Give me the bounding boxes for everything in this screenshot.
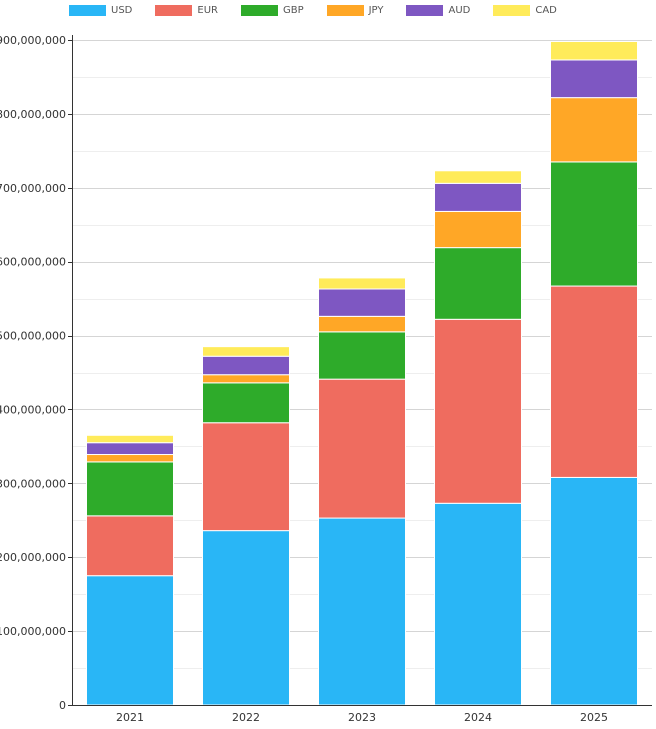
bar-segment-eur-2022[interactable] (202, 422, 290, 532)
bar-segment-jpy-2021[interactable] (86, 454, 174, 463)
bar-segment-gbp-2021[interactable] (86, 461, 174, 517)
bar-segment-jpy-2022[interactable] (202, 374, 290, 384)
x-tick-label: 2022 (232, 711, 260, 724)
x-tick-label: 2023 (348, 711, 376, 724)
legend-item-cad[interactable]: CAD (493, 4, 557, 16)
y-tick-label: 500,000,000 (0, 330, 66, 343)
bar-segment-gbp-2024[interactable] (434, 247, 522, 320)
bar-segment-eur-2023[interactable] (318, 378, 406, 519)
legend-swatch (326, 4, 364, 16)
bar-segment-usd-2022[interactable] (202, 530, 290, 706)
legend-item-gbp[interactable]: GBP (240, 4, 304, 16)
bar-segment-jpy-2025[interactable] (550, 97, 638, 163)
legend-label: USD (111, 4, 133, 16)
bar-segment-jpy-2023[interactable] (318, 315, 406, 333)
x-tick-label: 2024 (464, 711, 492, 724)
bar-segment-usd-2023[interactable] (318, 517, 406, 706)
bar-segment-usd-2021[interactable] (86, 575, 174, 706)
bar-segment-aud-2024[interactable] (434, 182, 522, 212)
bar-segment-usd-2024[interactable] (434, 502, 522, 706)
legend-item-usd[interactable]: USD (69, 4, 133, 16)
x-tick-label: 2025 (580, 711, 608, 724)
bar-segment-aud-2023[interactable] (318, 288, 406, 317)
legend-label: AUD (448, 4, 471, 16)
y-tick-label: 700,000,000 (0, 182, 66, 195)
legend-swatch (155, 4, 193, 16)
x-tick-label: 2021 (116, 711, 144, 724)
y-tick-label: 0 (59, 699, 66, 712)
legend-item-aud[interactable]: AUD (406, 4, 471, 16)
legend-swatch (240, 4, 278, 16)
y-tick-label: 800,000,000 (0, 108, 66, 121)
legend-label: EUR (197, 4, 218, 16)
bar-segment-eur-2024[interactable] (434, 318, 522, 504)
legend-item-eur[interactable]: EUR (155, 4, 218, 16)
legend-swatch (406, 4, 444, 16)
bar-segment-eur-2025[interactable] (550, 285, 638, 478)
legend-label: CAD (535, 4, 557, 16)
bar-segment-cad-2024[interactable] (434, 170, 522, 184)
y-tick-label: 400,000,000 (0, 403, 66, 416)
bar-segment-aud-2022[interactable] (202, 355, 290, 376)
bar-segment-aud-2025[interactable] (550, 59, 638, 99)
bar-segment-gbp-2022[interactable] (202, 382, 290, 424)
y-tick-label: 100,000,000 (0, 625, 66, 638)
y-tick-label: 600,000,000 (0, 256, 66, 269)
legend-label: GBP (282, 4, 304, 16)
bar-segment-aud-2021[interactable] (86, 442, 174, 456)
bar-segment-eur-2021[interactable] (86, 515, 174, 577)
bar-segment-cad-2022[interactable] (202, 346, 290, 357)
y-tick-label: 200,000,000 (0, 551, 66, 564)
bar-segment-gbp-2023[interactable] (318, 331, 406, 380)
bar-segment-jpy-2024[interactable] (434, 210, 522, 249)
legend-swatch (493, 4, 531, 16)
legend: USD EUR GBP JPY AUD CAD (69, 3, 580, 17)
legend-item-jpy[interactable]: JPY (326, 4, 384, 16)
y-tick-label: 900,000,000 (0, 34, 66, 47)
bar-segment-gbp-2025[interactable] (550, 161, 638, 287)
bar-segment-cad-2021[interactable] (86, 434, 174, 444)
legend-label: JPY (368, 4, 384, 16)
bar-segment-cad-2023[interactable] (318, 277, 406, 290)
y-tick-label: 300,000,000 (0, 477, 66, 490)
bar-segment-cad-2025[interactable] (550, 40, 638, 61)
legend-swatch (69, 4, 106, 16)
bar-segment-usd-2025[interactable] (550, 476, 638, 706)
